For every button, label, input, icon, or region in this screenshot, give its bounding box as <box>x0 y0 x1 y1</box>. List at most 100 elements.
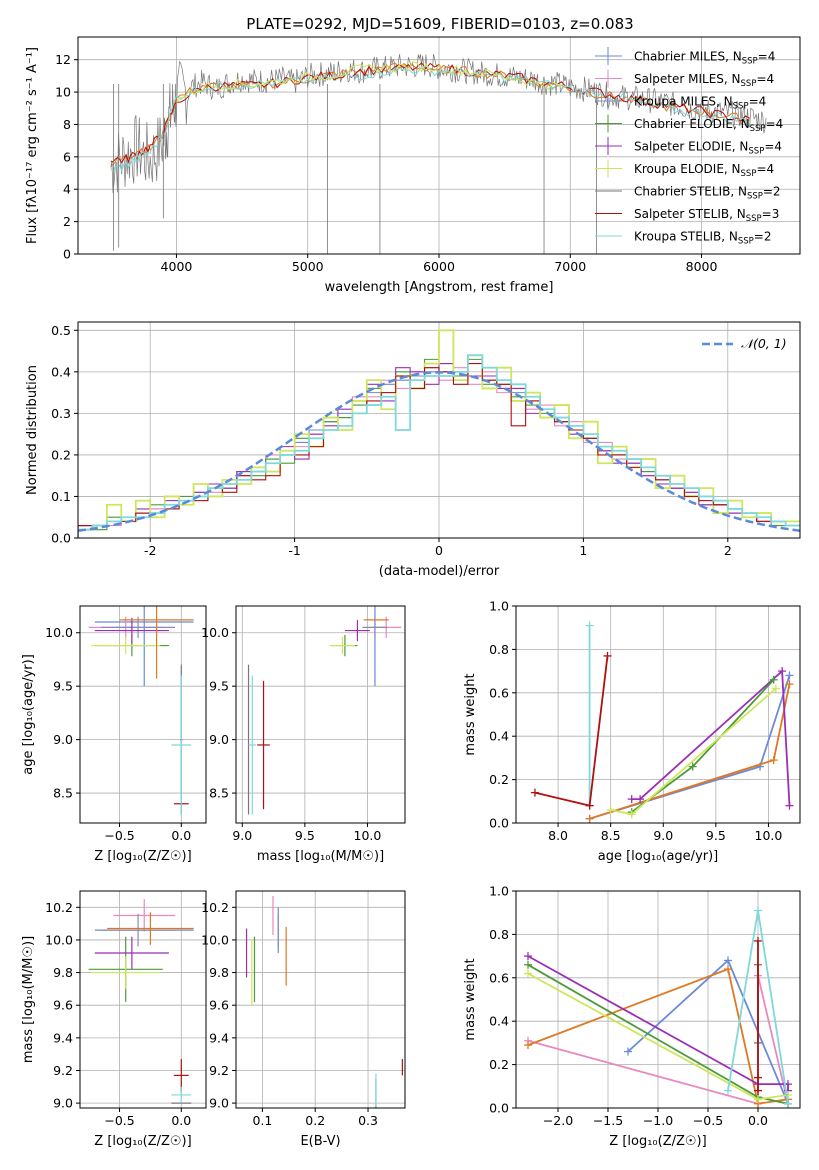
y-tick-label: 9.6 <box>209 998 229 1013</box>
weight-line <box>589 683 791 820</box>
y-tick-label: 0.0 <box>489 816 509 831</box>
x-tick-label: 10.0 <box>755 828 783 843</box>
mass-vs-metallicity-panel: −0.5 0.0 9.0 9.2 9.4 9.6 9.8 10.0 10.2 Z [log₁₀(Z… <box>21 890 207 1149</box>
y-tick-label: 9.4 <box>209 1030 229 1045</box>
x-tick-label: -2 <box>144 543 156 558</box>
y-tick-label: 0.4 <box>489 1014 509 1029</box>
y-tick-label: 0 <box>63 247 71 262</box>
legend-label: Kroupa ELODIE, NSSP=4 <box>634 162 774 179</box>
spectrum-line <box>176 60 566 103</box>
x-axis-label: Z [log₁₀(Z/Z☉)] <box>94 1134 191 1149</box>
y-axis-label: mass [log₁₀(M/M☉)] <box>21 936 36 1063</box>
x-tick-label: 4000 <box>161 259 193 274</box>
y-axis-label: age [log₁₀(age/yr)] <box>21 654 36 775</box>
y-tick-label: 9.2 <box>53 1063 73 1078</box>
y-tick-label: 0.6 <box>489 685 509 700</box>
y-tick-label: 9.0 <box>53 1096 73 1111</box>
x-tick-label: 0 <box>435 543 443 558</box>
axes-frame <box>235 605 406 824</box>
x-tick-label: 6000 <box>423 259 455 274</box>
y-tick-label: 0.2 <box>489 772 509 787</box>
x-tick-label: 0.1 <box>252 1113 272 1128</box>
age-vs-metallicity-panel: −0.5 0.0 8.5 9.0 9.5 10.0 Z [log₁₀(Z/Z☉)] age [… <box>21 605 207 864</box>
normal-curve <box>78 371 800 532</box>
x-tick-label: 8.0 <box>548 828 568 843</box>
y-tick-label: 0.3 <box>51 406 71 421</box>
x-axis-label: Z [log₁₀(Z/Z☉)] <box>609 1134 706 1149</box>
y-tick-label: 9.5 <box>53 679 73 694</box>
mass-weight-vs-age-panel: 8.0 8.5 9.0 9.5 10.0 0.0 0.2 0.4 0.6 0.8 1.0 age [l… <box>463 599 801 864</box>
y-tick-label: 10.0 <box>45 932 73 947</box>
y-tick-label: 6 <box>63 149 71 164</box>
mass-weight-vs-metallicity-panel: −2.0 −1.5 −1.0 −0.5 0.0 0.0 0.2 0.4 0.6 0.8 1.0 Z [… <box>463 884 801 1149</box>
y-tick-label: 0.8 <box>489 642 509 657</box>
plot-area <box>78 329 800 538</box>
age-vs-mass-panel: 9.0 9.5 10.0 8.5 9.0 9.5 10.0 mass [log₁₀(M/M☉)… <box>201 605 406 864</box>
weight-line <box>534 655 609 807</box>
y-tick-label: 9.5 <box>209 679 229 694</box>
y-tick-label: 9.8 <box>209 965 229 980</box>
x-tick-label: 9.5 <box>706 828 726 843</box>
x-tick-label: 7000 <box>554 259 586 274</box>
y-tick-label: 8.5 <box>53 786 73 801</box>
y-tick-label: 9.0 <box>209 732 229 747</box>
plot-area <box>88 899 194 1104</box>
y-tick-label: 0.6 <box>489 970 509 985</box>
plot-area <box>110 54 767 254</box>
plot-area <box>524 906 792 1108</box>
plot-area <box>530 621 794 823</box>
x-tick-label: 9.0 <box>653 828 673 843</box>
x-axis-label: age [log₁₀(age/yr)] <box>598 849 719 864</box>
axes-frame <box>79 890 207 1109</box>
y-axis-label: mass weight <box>463 673 478 755</box>
y-tick-label: 10.2 <box>201 900 229 915</box>
x-tick-label: −1.0 <box>643 1113 673 1128</box>
y-tick-label: 10 <box>55 85 71 100</box>
x-axis-label: E(B-V) <box>300 1134 340 1149</box>
plot-area <box>88 606 194 815</box>
x-tick-label: 10.0 <box>354 828 382 843</box>
x-tick-label: −1.5 <box>593 1113 623 1128</box>
y-tick-label: 10.0 <box>45 625 73 640</box>
x-tick-label: 8.5 <box>601 828 621 843</box>
x-axis-label: wavelength [Angstrom, rest frame] <box>325 280 554 295</box>
y-tick-label: 9.8 <box>53 965 73 980</box>
legend-label: Kroupa STELIB, NSSP=2 <box>634 230 772 247</box>
x-tick-label: 0.3 <box>358 1113 378 1128</box>
y-tick-label: 1.0 <box>489 884 509 899</box>
plot-area <box>247 606 402 815</box>
weight-line <box>631 679 775 813</box>
x-tick-label: 2 <box>724 543 732 558</box>
x-axis-label: Z [log₁₀(Z/Z☉)] <box>94 849 191 864</box>
residual-histogram-panel: -2 -1 0 1 2 0.0 0.1 0.2 0.3 0.4 0.5 (data-model)/er… <box>25 321 801 579</box>
y-tick-label: 10.2 <box>45 900 73 915</box>
x-tick-label: 9.5 <box>295 828 315 843</box>
weight-line <box>589 675 791 820</box>
y-axis-label: Normed distribution <box>25 365 40 495</box>
y-tick-label: 0.0 <box>51 531 71 546</box>
y-tick-label: 0.2 <box>51 447 71 462</box>
y-tick-label: 10.0 <box>201 932 229 947</box>
y-tick-label: 0.8 <box>489 927 509 942</box>
x-tick-label: −0.5 <box>104 828 134 843</box>
figure-title: PLATE=0292, MJD=51609, FIBERID=0103, z=0… <box>246 15 633 33</box>
y-tick-label: 0.2 <box>489 1057 509 1072</box>
x-axis-label: (data-model)/error <box>379 564 500 579</box>
y-tick-label: 0.0 <box>489 1101 509 1116</box>
x-tick-label: -1 <box>288 543 300 558</box>
x-tick-label: 1 <box>579 543 587 558</box>
legend-label: Salpeter ELODIE, NSSP=4 <box>634 140 782 157</box>
x-tick-label: 8000 <box>686 259 718 274</box>
y-tick-label: 0.5 <box>51 323 71 338</box>
y-axis-label: mass weight <box>463 958 478 1040</box>
x-tick-label: −2.0 <box>543 1113 573 1128</box>
x-tick-label: 9.0 <box>232 828 252 843</box>
legend-label: Chabrier MILES, NSSP=4 <box>634 50 775 67</box>
y-tick-label: 8.5 <box>209 786 229 801</box>
y-tick-label: 10.0 <box>201 625 229 640</box>
axes-frame <box>515 605 801 824</box>
y-tick-label: 9.0 <box>209 1096 229 1111</box>
x-tick-label: −0.5 <box>693 1113 723 1128</box>
legend-label: Salpeter MILES, NSSP=4 <box>634 72 774 89</box>
